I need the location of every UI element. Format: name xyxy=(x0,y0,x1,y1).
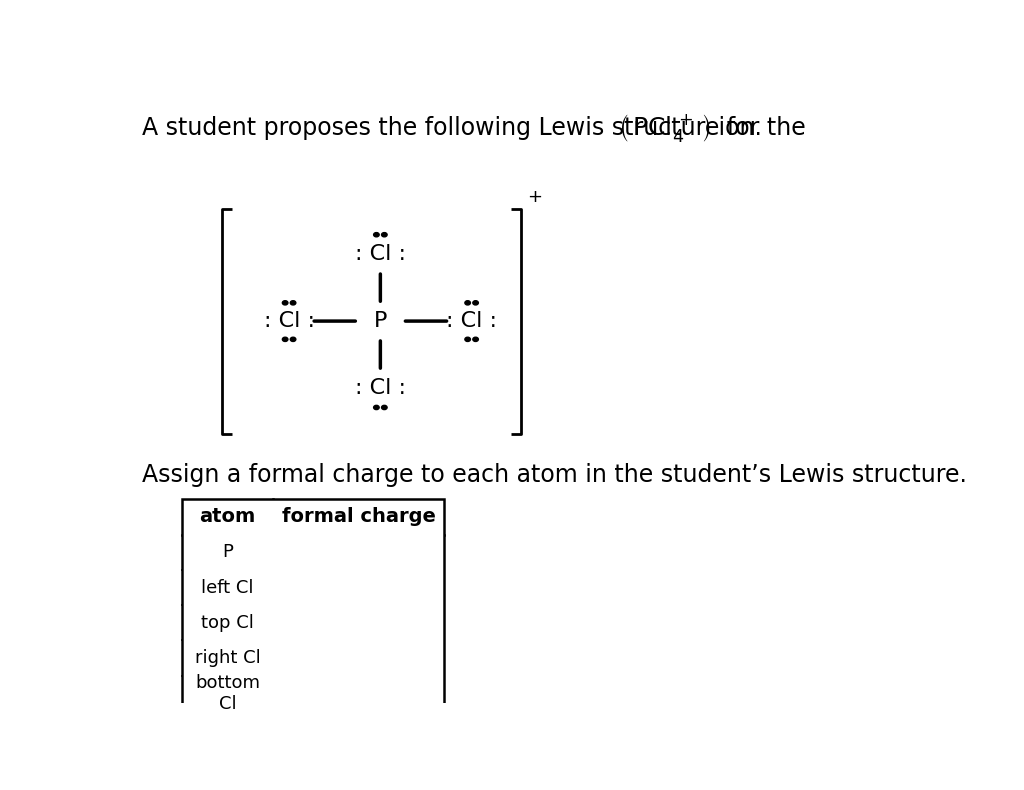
Text: bottom
Cl: bottom Cl xyxy=(196,674,260,713)
Text: P: P xyxy=(374,311,387,331)
Circle shape xyxy=(382,405,387,409)
Text: ion.: ion. xyxy=(712,116,762,141)
Circle shape xyxy=(283,301,288,305)
Text: formal charge: formal charge xyxy=(282,507,435,526)
Circle shape xyxy=(465,337,470,341)
Text: left Cl: left Cl xyxy=(202,578,254,596)
Text: : Cl :: : Cl : xyxy=(446,311,497,331)
Text: atom: atom xyxy=(200,507,256,526)
Text: Assign a formal charge to each atom in the student’s Lewis structure.: Assign a formal charge to each atom in t… xyxy=(142,463,967,487)
Circle shape xyxy=(473,337,478,341)
Circle shape xyxy=(473,301,478,305)
Text: top Cl: top Cl xyxy=(201,614,254,632)
Circle shape xyxy=(374,232,379,237)
Text: A student proposes the following Lewis structure for the: A student proposes the following Lewis s… xyxy=(142,116,806,141)
Text: right Cl: right Cl xyxy=(195,649,260,667)
Circle shape xyxy=(283,337,288,341)
Text: $\left(\,\mathregular{PCl}_4^{\,+}\,\right)$: $\left(\,\mathregular{PCl}_4^{\,+}\,\rig… xyxy=(617,112,710,145)
Bar xyxy=(182,499,443,711)
Circle shape xyxy=(382,232,387,237)
Text: : Cl :: : Cl : xyxy=(263,311,314,331)
Text: +: + xyxy=(527,187,542,205)
Text: : Cl :: : Cl : xyxy=(355,378,406,398)
Circle shape xyxy=(290,337,296,341)
Circle shape xyxy=(465,301,470,305)
Text: P: P xyxy=(222,544,233,561)
Circle shape xyxy=(374,405,379,409)
Text: : Cl :: : Cl : xyxy=(355,244,406,264)
Circle shape xyxy=(290,301,296,305)
